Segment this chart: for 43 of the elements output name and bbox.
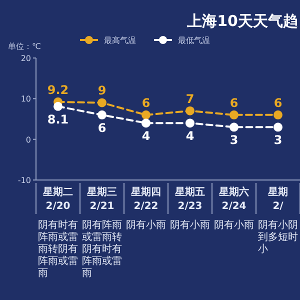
- x-tick-label: 星期四 2/22: [130, 186, 161, 212]
- x-tick-label: 星期六 2/24: [218, 186, 249, 212]
- data-label: 6: [274, 96, 282, 110]
- legend-label: 最低气温: [178, 36, 210, 45]
- point: [186, 106, 194, 116]
- point: [142, 118, 150, 128]
- text: 阴有小阴到多短时小: [258, 220, 299, 256]
- y-tick-label: -10: [18, 176, 31, 185]
- point: [98, 98, 106, 108]
- x-tick-label: 星期 2/: [267, 186, 288, 212]
- point: [98, 110, 106, 120]
- point: [230, 122, 238, 132]
- point: [54, 102, 62, 111]
- legend-label: 最高气温: [104, 36, 136, 45]
- text: 阴有小雨: [170, 220, 211, 232]
- point: [274, 110, 282, 120]
- data-label: 8.1: [47, 112, 69, 126]
- x-tick-label: 星期二 2/20: [42, 186, 73, 212]
- data-label: 7: [186, 92, 194, 106]
- y-tick-label: 0: [26, 135, 31, 144]
- data-label: 6: [98, 120, 106, 135]
- point: [142, 110, 150, 120]
- point: [274, 122, 282, 132]
- data-label: 3: [230, 133, 238, 148]
- y-axis-title: 单位：℃: [8, 42, 41, 51]
- x-tick-label: 星期五 2/23: [174, 186, 205, 212]
- text: 阴有小雨: [214, 220, 255, 232]
- data-label: 9.2: [47, 82, 69, 97]
- text: 阴有时有阵雨或雷雨转阴有阵雨或雷雨: [38, 220, 79, 280]
- x-tick-label: 星期三 2/21: [86, 186, 117, 212]
- data-label: 3: [274, 133, 282, 148]
- y-tick-label: 20: [20, 54, 31, 63]
- chart-title: 上海10天天气趋: [186, 12, 298, 30]
- data-label: 9: [98, 84, 106, 98]
- text: 阴有阵雨或雷雨转阴有时有阵雨或雷雨: [82, 220, 123, 280]
- data-label: 4: [142, 129, 150, 144]
- data-label: 4: [186, 129, 194, 144]
- data-label: 6: [230, 96, 238, 110]
- y-tick-label: 10: [20, 94, 31, 104]
- data-label: 6: [142, 96, 150, 110]
- text: 阴有小雨: [126, 220, 167, 232]
- point: [230, 110, 238, 120]
- point: [186, 118, 194, 128]
